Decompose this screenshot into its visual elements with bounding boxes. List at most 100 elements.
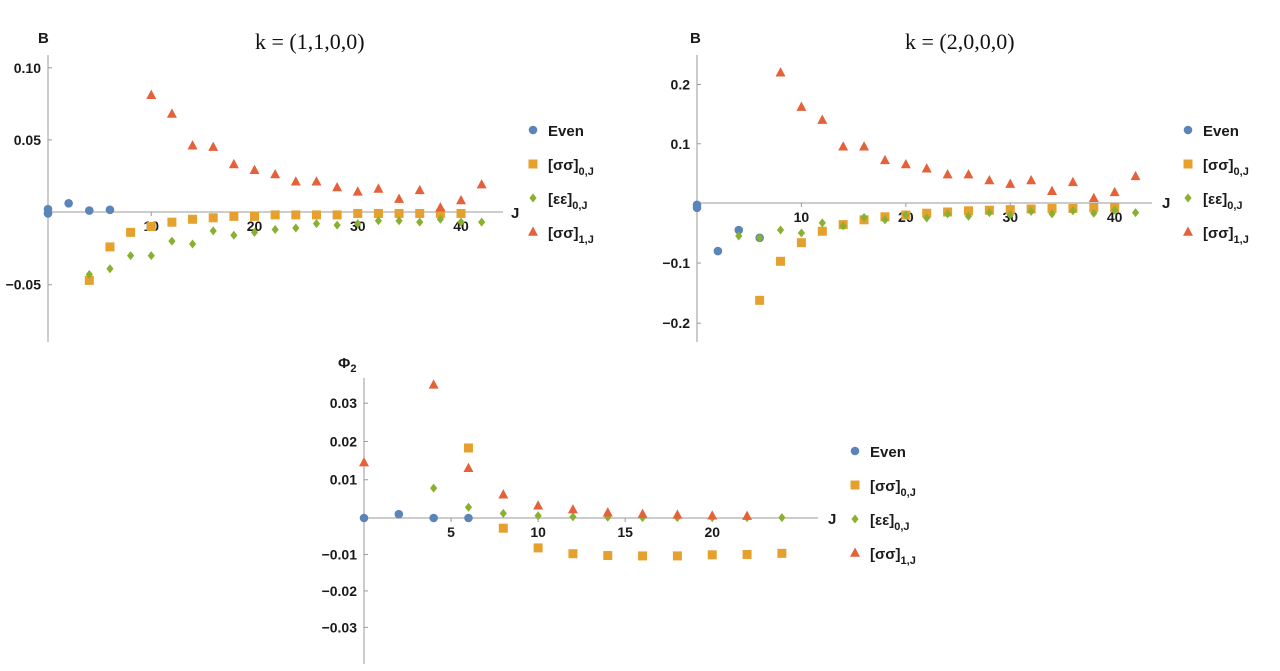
x-tick-label: 20: [247, 218, 263, 234]
data-point-ee0: [333, 220, 341, 230]
data-point-ee0: [209, 226, 217, 236]
data-point-ee0: [776, 225, 785, 235]
legend-marker-ss0: [850, 480, 860, 490]
data-point-ee0: [902, 210, 910, 220]
data-point-even: [43, 209, 53, 218]
data-point-ss0: [817, 226, 827, 236]
data-point-ss0: [922, 208, 932, 218]
y-tick-label: −0.02: [322, 583, 358, 599]
data-point-ss1: [567, 504, 578, 514]
x-tick-label: 10: [530, 524, 546, 540]
legend-label-ss0: [σσ]0,J: [548, 157, 594, 178]
data-point-ee0: [797, 228, 806, 238]
panel-1-title: k = (1,1,0,0): [255, 29, 365, 54]
data-point-ss1: [166, 108, 177, 118]
data-point-ss1: [1130, 170, 1141, 181]
data-point-ss0: [742, 549, 752, 559]
data-point-ss0: [796, 238, 806, 248]
data-point-ee0: [1090, 208, 1098, 218]
data-point-ee0: [1006, 210, 1014, 220]
data-point-ee0: [457, 217, 465, 227]
data-point-ss0: [776, 256, 786, 266]
data-point-ss0: [1005, 205, 1015, 215]
panel-1-y-ticks: −0.05 0.05 0.10: [6, 60, 52, 293]
y-tick-label: −0.05: [6, 277, 42, 293]
data-point-even: [713, 246, 723, 256]
data-point-ss0: [373, 208, 383, 218]
legend-marker-even: [528, 125, 538, 135]
data-point-ss1: [602, 507, 613, 517]
data-point-ee0: [478, 217, 486, 227]
data-point-ss0: [568, 549, 578, 559]
data-point-ee0: [147, 251, 155, 261]
data-point-ee0: [395, 216, 403, 226]
data-point-ss0: [105, 242, 115, 252]
y-tick-label: 0.05: [14, 132, 41, 148]
data-point-ss0: [126, 227, 136, 237]
data-point-ss0: [167, 217, 177, 227]
data-point-ss0: [603, 551, 613, 561]
data-point-ss0: [146, 222, 156, 232]
data-point-ee0: [106, 264, 114, 274]
data-point-ee0: [188, 239, 197, 249]
y-tick-label: 0.03: [330, 395, 357, 411]
data-point-even: [692, 203, 702, 213]
panel-3-legend: Even [σσ]0,J [εε]0,J [σσ]1,J: [850, 444, 916, 567]
data-point-ss1: [1109, 186, 1120, 197]
legend-label-ee0: [εε]0,J: [1203, 191, 1243, 212]
x-tick-label: 20: [704, 524, 720, 540]
data-point-ee0: [127, 251, 135, 261]
data-point-ss1: [428, 379, 439, 389]
data-point-ss1: [796, 101, 807, 111]
data-point-ss1: [1047, 185, 1058, 195]
data-point-ss1: [228, 158, 239, 169]
x-tick-label: 40: [1107, 209, 1123, 225]
legend-label-ss1: [σσ]1,J: [1203, 225, 1249, 246]
y-tick-label: −0.2: [662, 315, 690, 331]
data-point-ss0: [963, 206, 973, 216]
data-point-ss1: [775, 67, 786, 77]
data-point-ss1: [456, 194, 467, 205]
data-point-even: [359, 513, 369, 523]
data-point-ee0: [230, 230, 238, 240]
data-point-ss1: [879, 154, 890, 165]
data-point-ss0: [394, 208, 404, 218]
data-point-ss0: [707, 550, 717, 560]
data-point-ee0: [430, 483, 438, 493]
panel-2-title: k = (2,0,0,0): [905, 29, 1015, 54]
data-point-ee0: [312, 219, 321, 229]
data-point-ss1: [672, 509, 683, 519]
data-point-ss1: [637, 508, 648, 518]
y-tick-label: −0.01: [322, 546, 358, 562]
data-point-ss0: [777, 548, 787, 558]
data-point-ss1: [187, 140, 198, 150]
chart-panel-1: B k = (1,1,0,0) J 10203040 −0.050.050.10…: [6, 29, 594, 342]
data-point-ss0: [208, 213, 218, 223]
data-point-ss0: [84, 275, 94, 285]
data-point-ss1: [311, 176, 322, 186]
data-point-ee0: [923, 213, 931, 223]
panel-2-x-axis-label: J: [1162, 195, 1170, 212]
legend-marker-ss1: [1183, 226, 1193, 236]
legend-marker-ss1: [850, 547, 860, 557]
data-point-ss0: [463, 443, 473, 453]
data-point-ee0: [1048, 209, 1056, 219]
data-point-even: [105, 205, 115, 215]
x-tick-label: 5: [447, 524, 455, 540]
data-point-ss0: [311, 210, 321, 220]
panel-2-y-axis-label: B: [690, 30, 701, 47]
legend-label-even: Even: [870, 444, 906, 461]
panel-3-x-ticks: 5 10 15 20: [447, 518, 720, 540]
data-point-ee0: [756, 233, 764, 243]
data-point-ss1: [249, 164, 260, 174]
data-point-ss0: [188, 214, 198, 224]
data-point-ss0: [229, 211, 239, 221]
legend-label-ss1: [σσ]1,J: [548, 225, 594, 246]
panel-3-y-axis-label: Φ2: [338, 355, 356, 375]
data-point-even: [64, 199, 73, 208]
data-point-ee0: [778, 513, 786, 523]
data-point-ee0: [1111, 205, 1119, 215]
data-point-ee0: [569, 512, 577, 522]
legend-marker-ss1: [528, 226, 538, 236]
data-point-ss1: [1088, 192, 1099, 203]
